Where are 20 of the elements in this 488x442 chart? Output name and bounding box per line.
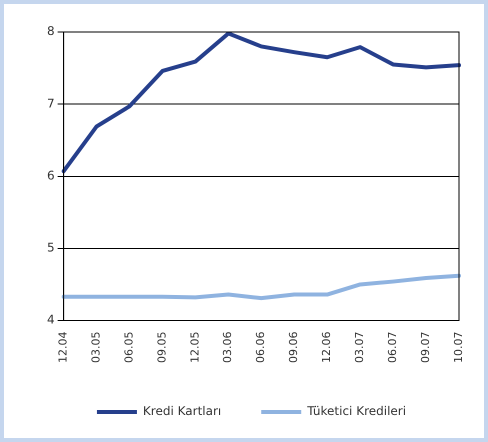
y-tick-label: 7 xyxy=(46,96,55,110)
x-tick-label: 09.06 xyxy=(287,332,300,364)
legend-label: Kredi Kartları xyxy=(142,404,222,418)
y-tick-label: 8 xyxy=(46,24,55,38)
x-tick-label: 12.04 xyxy=(56,332,70,364)
y-tick-label: 6 xyxy=(46,168,55,182)
y-tick-label: 5 xyxy=(46,240,55,255)
x-tick-label: 06.05 xyxy=(122,332,136,364)
x-tick-label: 09.05 xyxy=(155,332,168,364)
legend-label: Tüketici Kredileri xyxy=(306,404,406,418)
x-tick-label: 12.06 xyxy=(320,332,334,364)
x-tick-label: 06.07 xyxy=(386,332,399,364)
x-tick-label: 09.07 xyxy=(418,332,432,364)
x-tick-label: 03.07 xyxy=(353,332,366,364)
x-tick-label: 03.06 xyxy=(221,332,234,364)
x-tick-label: 03.05 xyxy=(89,332,102,364)
x-tick-label: 06.06 xyxy=(254,332,268,364)
y-tick-label: 4 xyxy=(46,312,55,327)
x-tick-label: 10.07 xyxy=(452,332,465,364)
x-tick-label: 12.05 xyxy=(188,332,202,364)
